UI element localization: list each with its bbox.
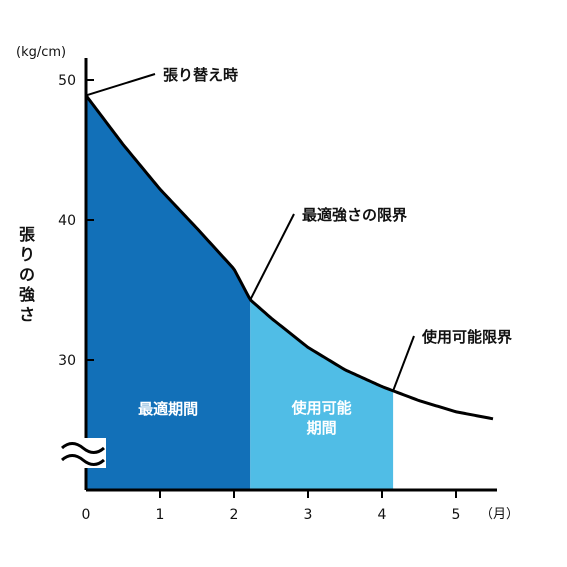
axis-break-mark [60, 442, 106, 454]
x-tick-label: 1 [156, 507, 165, 523]
region-label: 使用可能 [291, 399, 352, 417]
annotation-label: 最適強さの限界 [302, 206, 407, 224]
annotation-leader [85, 73, 156, 97]
y-axis-title-char: り [19, 245, 35, 264]
y-tick-label: 40 [58, 213, 76, 229]
axes: 30 40 50 0 1 2 3 4 5 [58, 58, 497, 523]
x-unit-label: （月） [480, 507, 519, 522]
strength-curve [84, 94, 494, 421]
y-axis-title-char: 張 [19, 225, 36, 244]
y-tick-label: 30 [58, 353, 76, 369]
annotation-leader [249, 213, 295, 301]
x-tick-label: 5 [452, 507, 461, 523]
y-axis-title-char: 強 [19, 285, 35, 304]
annotation-leader [392, 335, 415, 392]
y-axis-title-char: の [19, 265, 35, 284]
region-label: 期間 [307, 419, 337, 437]
x-tick-label: 3 [304, 507, 313, 523]
annotation-label: 使用可能限界 [421, 328, 512, 346]
x-tick-label: 0 [82, 507, 91, 523]
x-tick-label: 4 [378, 507, 387, 523]
region-label: 最適期間 [138, 400, 198, 418]
region-optimal [86, 95, 251, 491]
y-unit-label: (kg/cm) [16, 45, 66, 60]
y-axis-title: 張りの強さ [19, 225, 36, 324]
y-tick-label: 50 [58, 73, 76, 89]
chart-regions [86, 95, 394, 491]
x-tick-label: 2 [230, 507, 239, 523]
annotation-label: 張り替え時 [163, 66, 238, 84]
curve-layer [84, 94, 494, 421]
axis-break-mark [60, 454, 106, 466]
region-usable [250, 299, 394, 490]
y-axis-title-char: さ [19, 305, 35, 324]
